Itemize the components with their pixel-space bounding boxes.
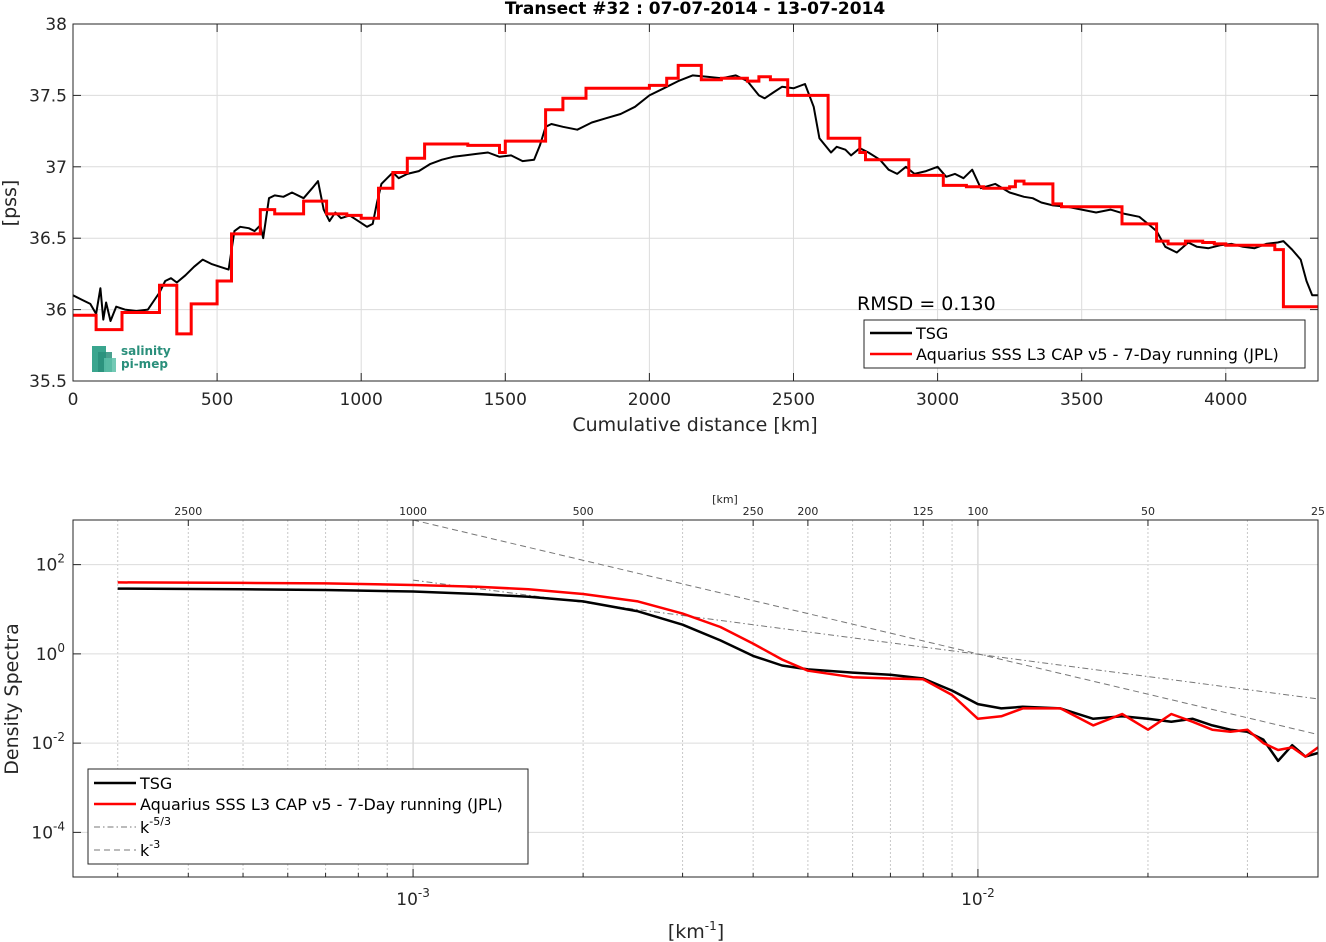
top-km-tick-label: 100: [967, 505, 988, 518]
top-km-tick-label: 2500: [174, 505, 202, 518]
top-xtick-label: 1000: [340, 390, 383, 410]
top-xtick-label: 2000: [628, 390, 671, 410]
bottom-panel: 10-4 10-2 100 102 10-3 10-2 2500 1000 500 250 200 1…: [1, 493, 1325, 942]
top-xtick-label: 1500: [484, 390, 527, 410]
top-xtick-label: 3500: [1060, 390, 1103, 410]
top-km-tick-label: 125: [913, 505, 934, 518]
bottom-xtick-label: 10-3: [396, 886, 430, 910]
top-km-tick-label: 1000: [399, 505, 427, 518]
top-xtick-label: 500: [201, 390, 233, 410]
top-km-tick-label: 250: [743, 505, 764, 518]
top-km-tick-label: 500: [573, 505, 594, 518]
top-km-tick-label: 200: [797, 505, 818, 518]
bottom-legend-box: [87, 768, 529, 865]
top-km-tick-label: 25: [1311, 505, 1325, 518]
top-series-tsg: [72, 74, 1318, 322]
bottom-ticks: 10-4 10-2 100 102 10-3 10-2 2500 1000 500 250 200 1…: [31, 505, 1325, 910]
bottom-axes-box: [72, 519, 1319, 878]
bottom-legend-label-k3: k-3: [140, 838, 160, 860]
top-ytick-label: 35.5: [29, 372, 67, 392]
salinity-pimep-logo: salinity pi-mep: [92, 344, 171, 372]
bottom-series: [117, 519, 1319, 763]
bottom-ytick-label: 100: [36, 641, 65, 665]
top-legend-box: [863, 319, 1306, 369]
bottom-series-tsg: [117, 587, 1319, 763]
top-legend-label-aquarius: Aquarius SSS L3 CAP v5 - 7-Day running (…: [916, 345, 1279, 364]
top-series: [72, 63, 1318, 336]
top-ytick-label: 38: [45, 15, 67, 35]
bottom-series-aquarius: [117, 581, 1319, 758]
logo-line1: salinity: [121, 344, 171, 358]
bottom-legend-label-aquarius: Aquarius SSS L3 CAP v5 - 7-Day running (…: [140, 795, 503, 814]
top-axes-box: [72, 23, 1319, 382]
top-km-tick-label: 50: [1141, 505, 1155, 518]
bottom-ytick-label: 10-2: [31, 730, 65, 754]
top-axis-km-label: [km]: [712, 493, 738, 506]
top-legend-label-tsg: TSG: [915, 324, 948, 343]
logo-line2: pi-mep: [121, 357, 168, 371]
top-title: Transect #32 : 07-07-2014 - 13-07-2014: [505, 0, 886, 19]
rmsd-annotation: RMSD = 0.130: [857, 293, 996, 315]
bottom-ytick-label: 10-4: [31, 819, 65, 843]
bottom-series-k3: [412, 519, 1319, 735]
top-legend: TSG Aquarius SSS L3 CAP v5 - 7-Day runni…: [863, 319, 1306, 369]
top-xtick-label: 0: [68, 390, 79, 410]
bottom-legend-label-k53: k-5/3: [140, 815, 171, 837]
top-ytick-label: 37.5: [29, 86, 67, 106]
top-ytick-label: 36: [45, 301, 67, 321]
bottom-legend-label-tsg: TSG: [139, 774, 172, 793]
top-ylabel: [pss]: [0, 180, 21, 227]
top-ticks: 0 500 1000 1500 2000 2500 3000 3500 4000 35.5 36 36…: [29, 15, 1318, 410]
top-series-aquarius: [73, 63, 1318, 336]
top-xtick-label: 2500: [772, 390, 815, 410]
top-xtick-label: 3000: [916, 390, 959, 410]
top-xlabel: Cumulative distance [km]: [572, 414, 817, 436]
top-ytick-label: 36.5: [29, 229, 67, 249]
top-ytick-label: 37: [45, 158, 67, 178]
top-panel: Transect #32 : 07-07-2014 - 13-07-2014 0…: [0, 0, 1319, 436]
bottom-ylabel: Density Spectra: [1, 623, 23, 774]
top-xtick-label: 4000: [1204, 390, 1247, 410]
bottom-xlabel: [km-1]: [668, 919, 724, 942]
bottom-ytick-label: 102: [36, 552, 65, 576]
bottom-legend: TSG Aquarius SSS L3 CAP v5 - 7-Day runni…: [87, 768, 529, 865]
bottom-xtick-label: 10-2: [961, 886, 995, 910]
